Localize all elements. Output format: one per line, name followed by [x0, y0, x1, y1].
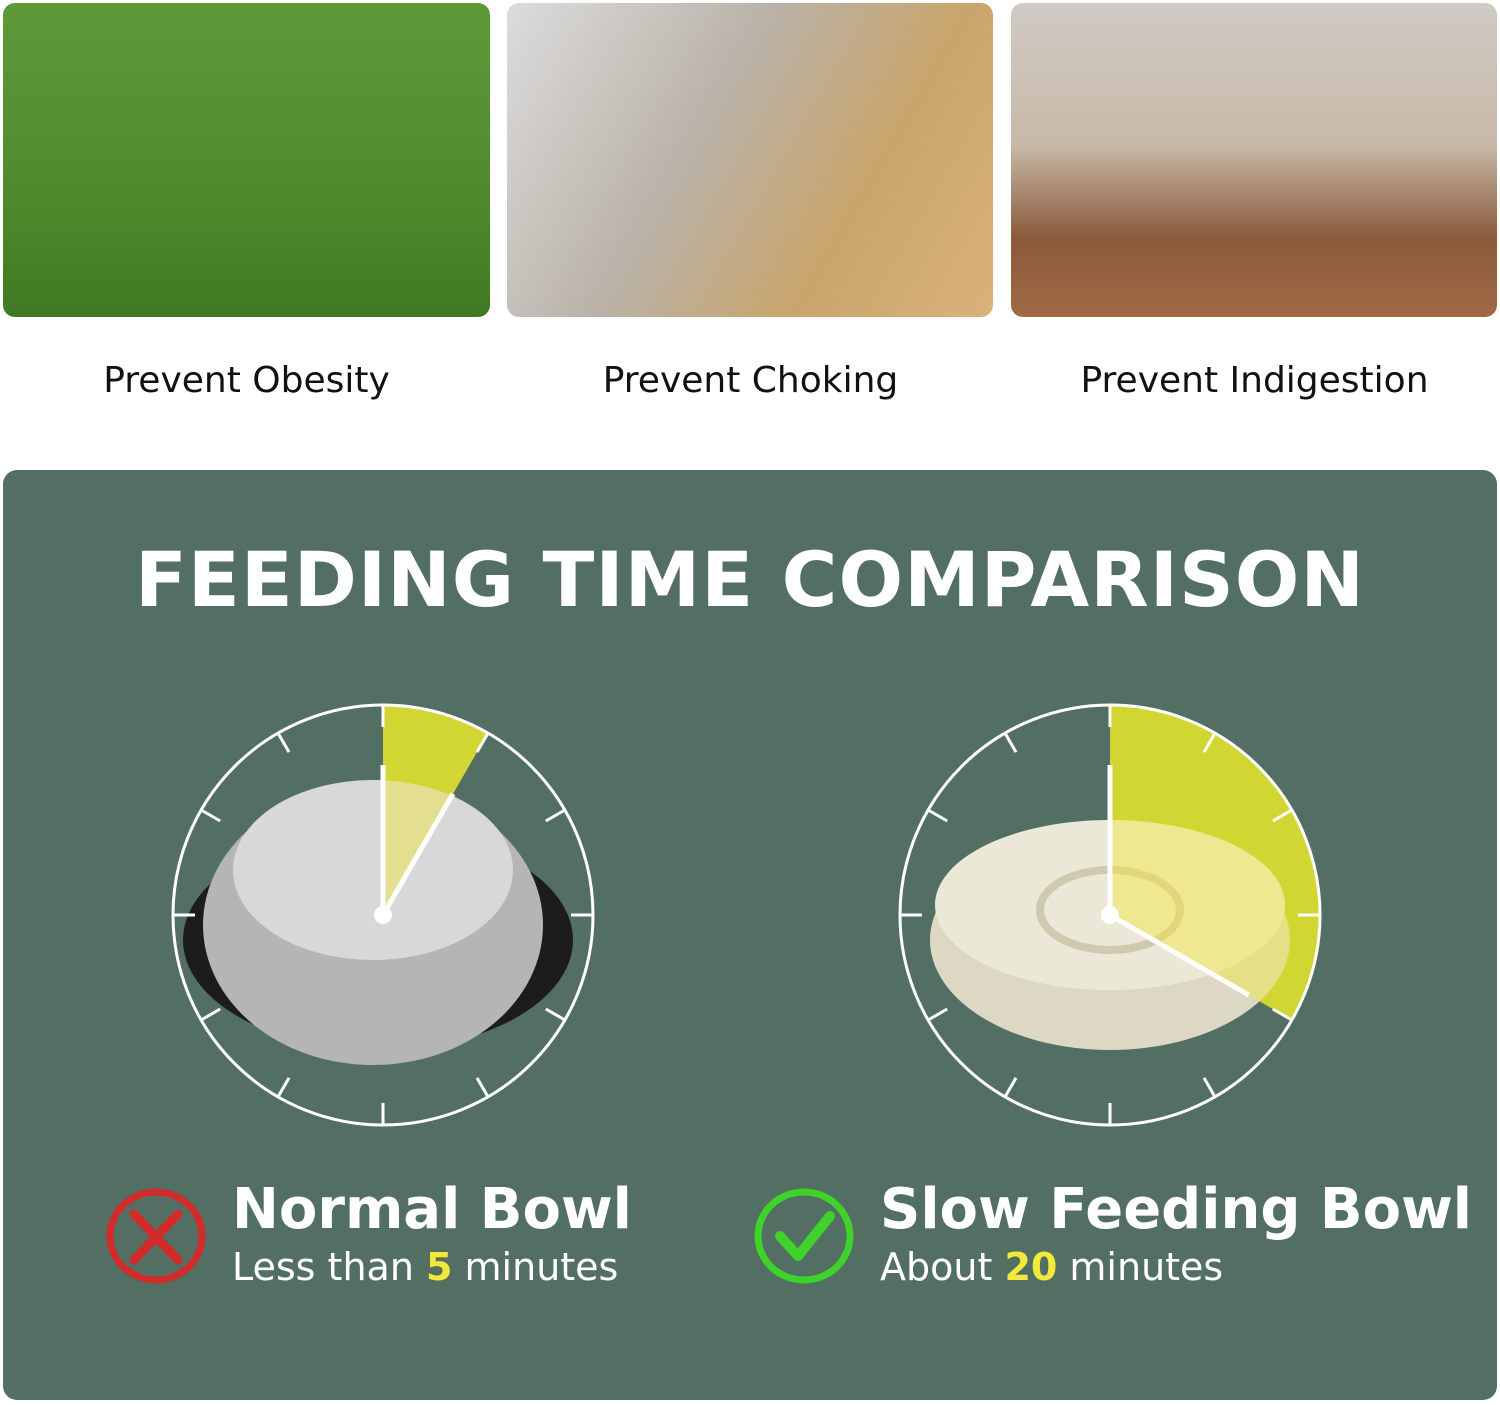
check-circle-icon: [754, 1188, 854, 1284]
time-wedge-overlay: [1110, 705, 1320, 1020]
clock-tick: [200, 808, 221, 823]
clock-tick: [1202, 1077, 1217, 1098]
clock-tick: [1272, 808, 1293, 823]
clock-tick: [475, 1077, 490, 1098]
caption-indigestion: Prevent Indigestion: [1080, 360, 1429, 401]
clock-tick: [1003, 1077, 1018, 1098]
time-wedge-overlay: [383, 705, 488, 915]
bowl-inner: [233, 780, 513, 960]
clock-tick: [1202, 732, 1217, 753]
clock-tick: [927, 1007, 948, 1022]
caption-obesity: Prevent Obesity: [103, 360, 390, 401]
end-hand: [380, 792, 456, 917]
slow-bowl-label: Slow Feeding Bowl About 20 minutes: [880, 1178, 1472, 1292]
clock-tick: [927, 808, 948, 823]
clock-tick: [200, 1007, 221, 1022]
clock-tick: [1272, 1007, 1293, 1022]
clock-tick: [276, 732, 291, 753]
dog-mouth-photo: [507, 3, 993, 317]
normal-bowl-label: Normal Bowl Less than 5 minutes: [232, 1178, 632, 1292]
clock-tick: [276, 1077, 291, 1098]
clock-center: [1101, 906, 1119, 924]
clock-tick: [545, 1007, 566, 1022]
end-hand: [1108, 912, 1250, 998]
lying-dog-photo: [1011, 3, 1497, 317]
clock-center: [374, 906, 392, 924]
clock-tick: [475, 732, 490, 753]
clock-tick: [545, 808, 566, 823]
clock-tick: [1003, 732, 1018, 753]
comparison-title: FEEDING TIME COMPARISON: [135, 535, 1365, 624]
x-circle-icon: [106, 1188, 206, 1284]
normal-bowl-name: Normal Bowl: [232, 1177, 632, 1242]
normal-bowl-clock: [171, 703, 595, 1127]
caption-choking: Prevent Choking: [602, 360, 899, 401]
slow-bowl-name: Slow Feeding Bowl: [880, 1177, 1472, 1242]
slow-bowl-clock: [898, 703, 1322, 1127]
pug-photo: [3, 3, 490, 317]
normal-bowl-time: Less than 5 minutes: [232, 1245, 619, 1289]
slow-bowl-time: About 20 minutes: [880, 1245, 1224, 1289]
